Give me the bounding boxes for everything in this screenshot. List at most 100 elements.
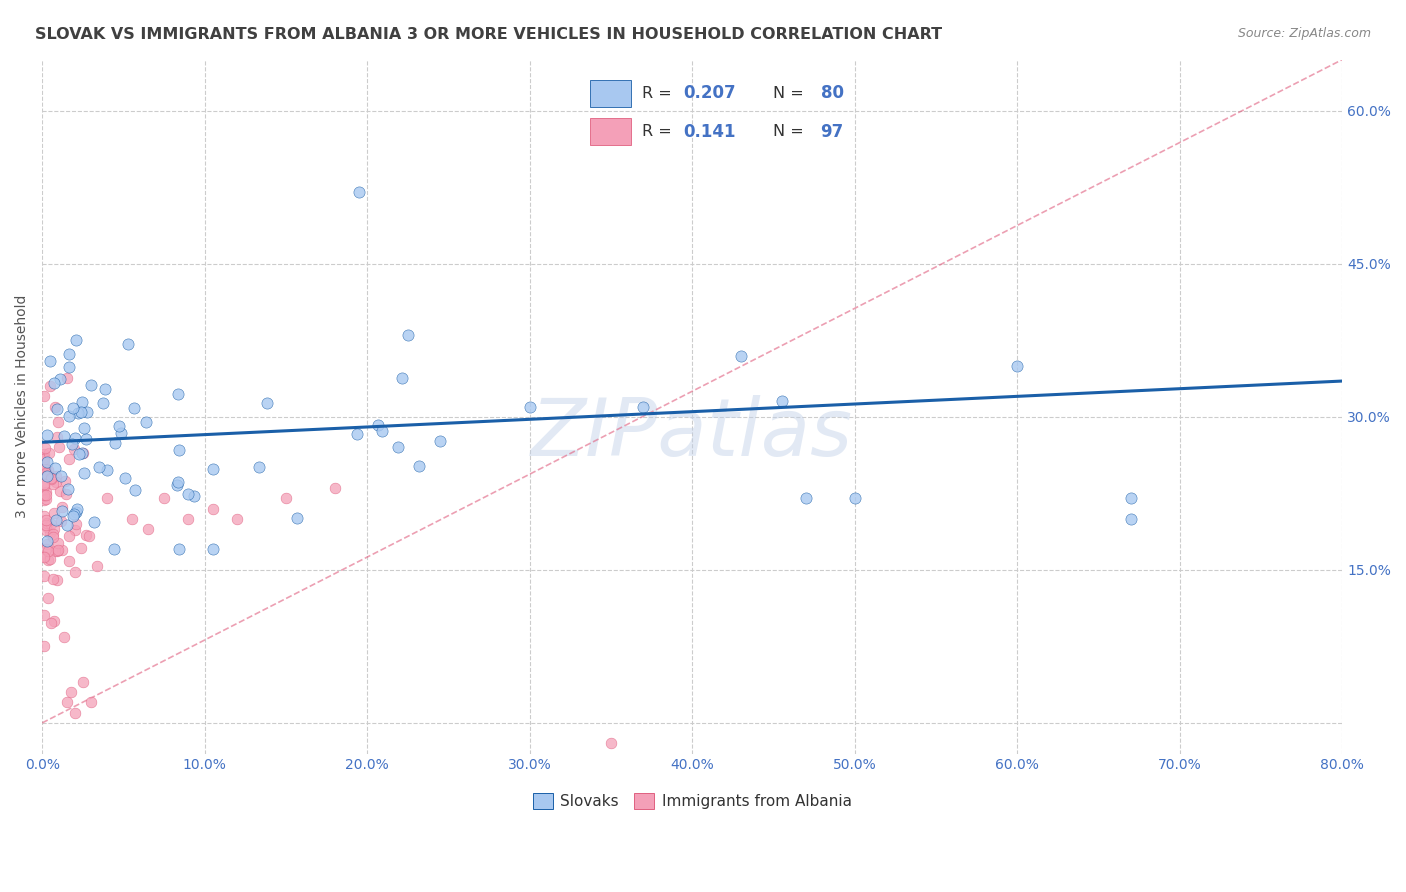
- Point: [42, 526, 65, 541]
- Point: [34, 639, 56, 653]
- Point: [76, 405, 98, 419]
- Point: [39, 526, 62, 541]
- Point: [70, 446, 93, 460]
- Point: [35, 517, 58, 532]
- Point: [114, 471, 136, 485]
- Point: [73, 467, 96, 481]
- Point: [44, 615, 66, 629]
- Point: [39, 552, 62, 566]
- Point: [124, 401, 146, 415]
- Point: [108, 419, 131, 434]
- Point: [32, 509, 55, 524]
- Point: [35, 491, 58, 506]
- Point: [391, 370, 413, 384]
- Point: [70, 541, 93, 555]
- Point: [48, 543, 70, 558]
- Point: [62, 437, 84, 451]
- Point: [35, 428, 58, 442]
- Point: [37, 543, 59, 558]
- Point: [177, 512, 200, 526]
- Point: [1119, 491, 1142, 506]
- Point: [153, 491, 176, 506]
- Point: [367, 418, 389, 433]
- Point: [58, 529, 80, 543]
- Point: [429, 434, 451, 448]
- Point: [167, 387, 190, 401]
- Point: [32, 569, 55, 583]
- Point: [41, 477, 63, 491]
- Point: [46, 573, 69, 587]
- Point: [66, 502, 89, 516]
- Point: [49, 483, 72, 498]
- Point: [65, 505, 87, 519]
- Point: [77, 528, 100, 542]
- Point: [34, 441, 56, 455]
- Point: [63, 523, 86, 537]
- Point: [56, 518, 79, 533]
- Point: [58, 553, 80, 567]
- Point: [53, 475, 76, 489]
- Point: [32, 607, 55, 622]
- Point: [42, 530, 65, 544]
- Point: [247, 459, 270, 474]
- Point: [35, 455, 58, 469]
- Point: [136, 522, 159, 536]
- Point: [32, 447, 55, 461]
- Point: [166, 478, 188, 492]
- Point: [55, 487, 77, 501]
- Point: [371, 424, 394, 438]
- Point: [32, 389, 55, 403]
- Point: [96, 491, 118, 506]
- Point: [346, 427, 368, 442]
- Point: [58, 451, 80, 466]
- Point: [41, 517, 63, 532]
- Point: [42, 506, 65, 520]
- Point: [167, 475, 190, 489]
- Point: [201, 461, 224, 475]
- Point: [104, 436, 127, 450]
- Point: [94, 382, 117, 396]
- Point: [32, 549, 55, 563]
- Point: [67, 406, 90, 420]
- Point: [34, 513, 56, 527]
- Point: [44, 461, 66, 475]
- Point: [42, 376, 65, 390]
- Point: [56, 482, 79, 496]
- Point: [633, 400, 655, 414]
- Point: [176, 487, 198, 501]
- Point: [69, 405, 91, 419]
- Point: [387, 440, 409, 454]
- Point: [285, 510, 308, 524]
- Point: [55, 696, 77, 710]
- Point: [46, 544, 69, 558]
- Point: [45, 513, 67, 527]
- Point: [32, 477, 55, 491]
- Point: [44, 543, 66, 558]
- Point: [519, 400, 541, 414]
- Point: [35, 542, 58, 557]
- Point: [72, 445, 94, 459]
- Point: [32, 458, 55, 472]
- Point: [323, 481, 346, 495]
- Point: [124, 483, 146, 498]
- Point: [35, 469, 58, 483]
- Point: [396, 328, 419, 343]
- Point: [35, 533, 58, 548]
- Point: [70, 395, 93, 409]
- Point: [39, 354, 62, 368]
- Point: [62, 507, 84, 521]
- Point: [167, 542, 190, 557]
- Point: [256, 396, 278, 410]
- Point: [32, 493, 55, 508]
- Point: [48, 415, 70, 429]
- Point: [121, 512, 143, 526]
- Point: [58, 409, 80, 423]
- Point: [51, 514, 73, 528]
- Point: [37, 516, 59, 530]
- Point: [58, 346, 80, 360]
- Point: [44, 400, 66, 414]
- Point: [37, 537, 59, 551]
- Point: [201, 501, 224, 516]
- Point: [37, 468, 59, 483]
- Point: [89, 459, 111, 474]
